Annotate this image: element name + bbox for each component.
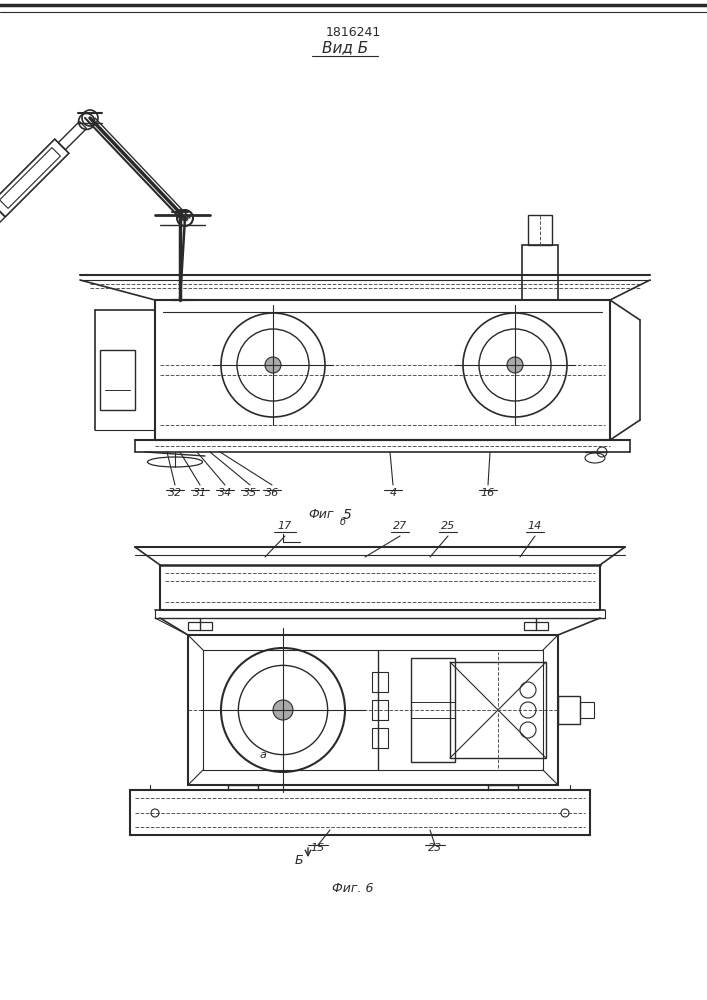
Text: 14: 14	[528, 521, 542, 531]
Text: 15: 15	[311, 843, 325, 853]
Bar	[0, 139, 69, 217]
Bar	[522, 245, 558, 300]
Text: 36: 36	[265, 488, 279, 498]
Text: 16: 16	[481, 488, 495, 498]
Text: 31: 31	[193, 488, 207, 498]
Text: 17: 17	[278, 521, 292, 531]
Text: 35: 35	[243, 488, 257, 498]
Text: 4: 4	[390, 488, 397, 498]
Text: Фиг. 6: Фиг. 6	[332, 882, 374, 894]
Bar	[188, 622, 212, 630]
Bar	[528, 215, 552, 245]
Bar	[524, 622, 548, 630]
Bar	[0, 148, 60, 208]
Text: Фиг: Фиг	[308, 508, 334, 522]
Circle shape	[273, 700, 293, 720]
Circle shape	[507, 357, 523, 373]
Text: 23: 23	[428, 843, 442, 853]
Bar	[411, 658, 455, 762]
Text: Б: Б	[294, 854, 303, 866]
Bar	[450, 662, 546, 758]
Bar	[372, 700, 388, 720]
Bar	[100, 350, 135, 410]
Bar	[0, 203, 5, 225]
Circle shape	[182, 215, 188, 221]
Circle shape	[265, 357, 281, 373]
Bar	[580, 702, 594, 718]
Text: Вид Б: Вид Б	[322, 40, 368, 55]
Text: 5: 5	[343, 508, 352, 522]
Text: 34: 34	[218, 488, 232, 498]
Text: а: а	[259, 750, 267, 760]
Text: б: б	[340, 517, 346, 527]
Bar	[372, 728, 388, 748]
Text: 25: 25	[441, 521, 455, 531]
Bar	[558, 696, 580, 724]
Bar	[372, 672, 388, 692]
Text: 1816241: 1816241	[325, 25, 380, 38]
Text: 27: 27	[393, 521, 407, 531]
Text: 32: 32	[168, 488, 182, 498]
Bar	[58, 121, 86, 150]
